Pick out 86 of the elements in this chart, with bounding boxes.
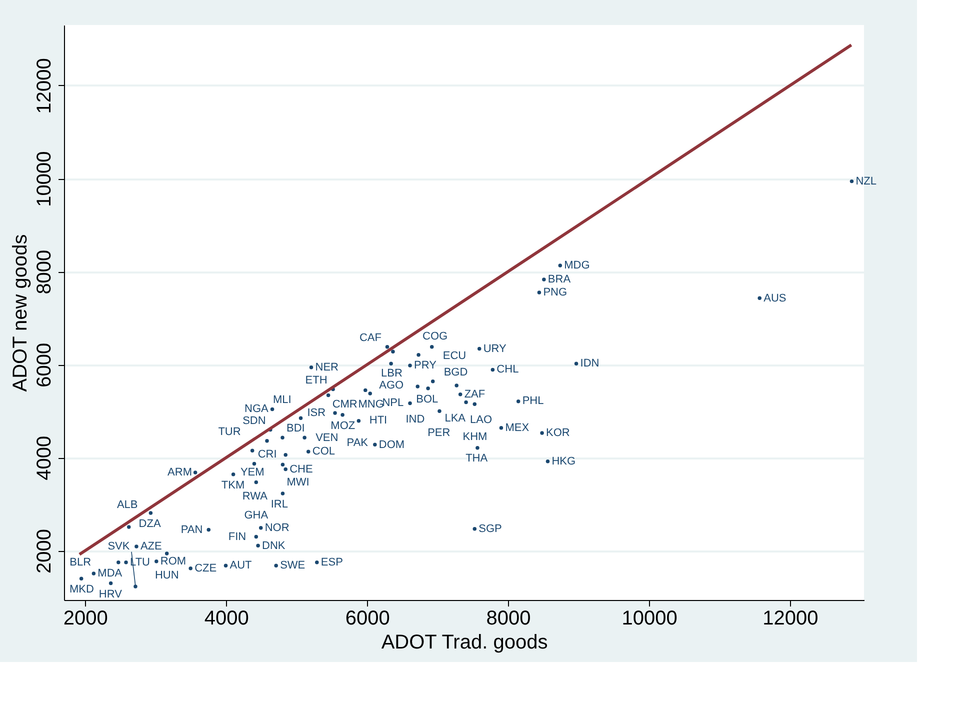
y-tick-label: 10000 (34, 151, 56, 207)
x-tick-label: 12000 (762, 608, 818, 630)
x-tick-label: 4000 (204, 608, 249, 630)
annotation: IRL (270, 498, 288, 510)
y-tick-label: 4000 (34, 436, 56, 480)
annotation: PAK (346, 437, 369, 450)
annotation: NPL (382, 397, 404, 410)
x-tick-label: 10000 (622, 608, 678, 630)
annotation: BRA (548, 273, 572, 286)
annotation: THA (466, 452, 488, 465)
annotation: SGP (478, 522, 502, 535)
annotation: HUN (154, 570, 179, 582)
annotation: PRY (414, 360, 438, 372)
annotation: HKG (552, 456, 576, 468)
annotation: URY (483, 342, 508, 355)
annotation: LAO (470, 414, 492, 426)
annotation: IDN (580, 358, 600, 370)
annotation: ROM (160, 556, 186, 568)
annotation: CZE (194, 562, 217, 575)
annotation: LKA (444, 412, 466, 424)
x-tick-label: 6000 (345, 608, 390, 630)
y-tick-label: 2000 (34, 528, 56, 574)
annotation: MDG (564, 260, 590, 272)
annotation: NOR (264, 522, 290, 534)
annotation: FIN (228, 530, 246, 543)
annotation: HRV (98, 588, 123, 600)
annotation: DZA (138, 518, 162, 530)
annotation: CRI (258, 448, 277, 461)
y-tick-label: 12000 (34, 58, 56, 114)
annotation: TUR (218, 426, 241, 438)
annotation: BLR (70, 556, 92, 569)
annotation: DOM (378, 438, 405, 451)
annotation: CHE (290, 464, 313, 476)
x-tick-label: 8000 (486, 608, 531, 630)
annotation: NGA (244, 403, 269, 416)
annotation: PER (428, 427, 450, 440)
annotation: COG (422, 330, 448, 343)
annotation: BDI (286, 422, 305, 435)
annotation: ZAF (464, 388, 486, 400)
annotation: ISR (307, 407, 326, 420)
annotation: ECU (442, 350, 466, 362)
annotation: IND (406, 413, 425, 426)
annotation: KHM (462, 431, 488, 444)
annotation: SVK (108, 540, 130, 552)
annotation: BGD (444, 366, 468, 378)
annotation: KOR (546, 426, 570, 439)
annotation: BOL (416, 393, 438, 406)
annotation: AZE (140, 540, 162, 553)
annotation: CHL (496, 364, 519, 376)
annotation: LBR (381, 368, 403, 380)
annotation: NZL (856, 175, 877, 188)
y-tick-label: 8000 (34, 250, 56, 294)
annotation: PHL (522, 395, 544, 408)
annotation: MLI (272, 394, 292, 406)
annotation: SWE (280, 560, 306, 572)
annotation: RWA (242, 490, 268, 503)
annotation: MKD (69, 583, 94, 596)
annotation: MEX (505, 422, 530, 434)
annotation: CMR (332, 398, 358, 410)
annotation: HTI (369, 414, 388, 426)
annotation: MDA (98, 567, 123, 580)
annotation: GHA (244, 509, 269, 522)
y-axis-title: ADOT new goods (10, 234, 32, 392)
annotation: VEN (316, 432, 338, 444)
x-tick-label: 2000 (63, 608, 108, 630)
annotation: COL (312, 446, 335, 458)
annotation: AUT (230, 560, 252, 572)
annotation: ARM (168, 466, 192, 478)
annotation: MOZ (330, 420, 356, 432)
annotation: MNG (358, 398, 384, 410)
x-axis-title: ADOT Trad. goods (381, 632, 548, 654)
annotation: AGO (379, 380, 404, 392)
annotation: DNK (262, 540, 286, 552)
annotation: ALB (116, 498, 138, 511)
annotation: AUS (764, 292, 786, 304)
annotation: NER (315, 362, 339, 374)
annotation: SDN (242, 414, 266, 427)
annotation: ETH (305, 374, 328, 386)
annotation: TKM (221, 479, 245, 492)
annotation: YEM (240, 466, 264, 479)
annotation: ESP (320, 556, 343, 569)
annotation: CAF (359, 332, 382, 344)
annotation: MWI (286, 476, 310, 489)
y-tick-label: 6000 (34, 342, 56, 388)
annotation: PAN (180, 524, 203, 536)
annotation: PNG (543, 286, 568, 298)
